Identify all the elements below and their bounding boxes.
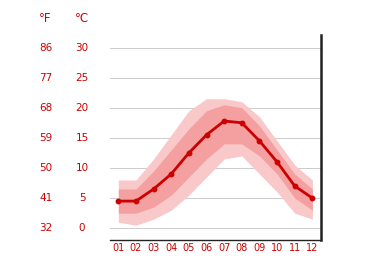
Text: 59: 59 — [39, 133, 52, 143]
Text: 30: 30 — [76, 43, 89, 52]
Text: 10: 10 — [76, 163, 89, 173]
Text: 32: 32 — [39, 223, 52, 233]
Text: °C: °C — [75, 11, 89, 25]
Text: 20: 20 — [76, 103, 89, 113]
Text: 0: 0 — [79, 223, 85, 233]
Text: 5: 5 — [79, 193, 85, 203]
Text: 25: 25 — [76, 73, 89, 83]
Text: 68: 68 — [39, 103, 52, 113]
Text: 77: 77 — [39, 73, 52, 83]
Text: 41: 41 — [39, 193, 52, 203]
Text: 50: 50 — [39, 163, 52, 173]
Text: 86: 86 — [39, 43, 52, 52]
Text: 15: 15 — [76, 133, 89, 143]
Text: °F: °F — [39, 11, 52, 25]
